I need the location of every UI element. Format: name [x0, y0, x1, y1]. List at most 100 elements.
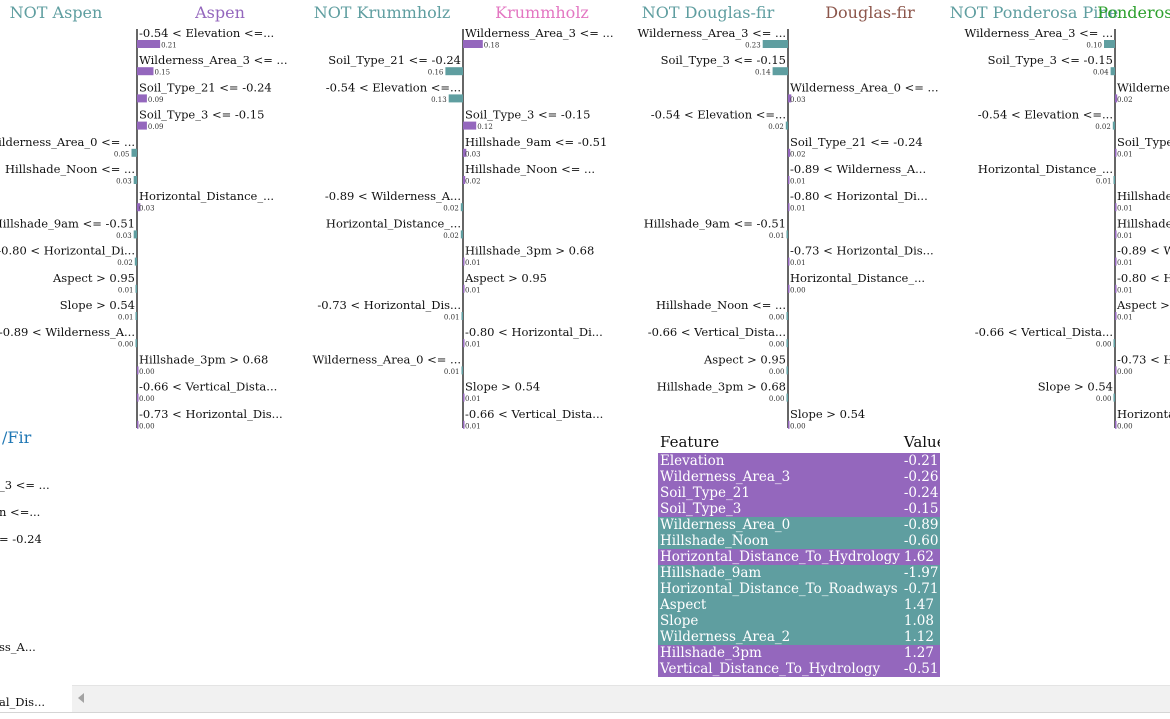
bar-value-label: 0.03 — [116, 178, 132, 186]
bar-label: Soil_Type_3 <= -0.15 — [139, 108, 264, 122]
bar — [788, 257, 790, 266]
horizontal-scrollbar[interactable] — [72, 685, 1170, 712]
bar-label: Hillshade_3pm > 0.68 — [139, 352, 268, 366]
bar-value-label: 0.14 — [755, 69, 771, 77]
bar-value-label: 0.12 — [477, 123, 493, 131]
bar-value-label: 0.03 — [465, 150, 481, 158]
bar-label: -0.80 < Horizontal_Di... — [790, 189, 928, 203]
bar-value-label: 0.01 — [769, 232, 785, 240]
bar — [1104, 40, 1115, 48]
bar-label: -0.89 < Wilderness_A... — [1117, 244, 1170, 258]
bar-value-label: 0.23 — [745, 42, 761, 50]
bar-value-label: 0.00 — [1096, 341, 1112, 349]
feature-name-cell: Horizontal_Distance_To_Hydrology — [660, 549, 900, 565]
bar-label: -0.66 < Vertical_Dista... — [139, 380, 277, 394]
bar-value-label: 0.02 — [1117, 96, 1133, 104]
bar-label: Hillshade_Noon <= ... — [1117, 216, 1170, 230]
table-row: Elevation -0.21 — [658, 453, 940, 469]
bar-label: Soil_Type_21 <= -0.24 — [328, 53, 461, 67]
bar — [137, 67, 154, 76]
feature-name-cell: Elevation — [660, 453, 725, 469]
bar-value-label: 0.03 — [139, 205, 155, 213]
bar-label: _3 <= ... — [0, 478, 50, 492]
feature-name-cell: Soil_Type_3 — [660, 501, 742, 517]
bar-label: -0.73 < Horizontal_Dis... — [139, 407, 283, 421]
bar-value-label: 0.01 — [465, 286, 481, 294]
feature-name-cell: Hillshade_9am — [660, 565, 762, 581]
bar-label: -0.73 < Horizontal_Dis... — [1117, 352, 1170, 366]
bar-value-label: 0.02 — [117, 259, 133, 267]
bar-label: = -0.24 — [0, 532, 42, 546]
bar-label: Hillshade_Noon <= ... — [465, 162, 595, 176]
bar — [788, 420, 790, 429]
bar-value-label: 0.09 — [148, 123, 164, 131]
feature-value-cell: 1.47 — [903, 597, 934, 613]
feature-value-cell: -0.15 — [903, 501, 939, 517]
plot-title-positive: /Fir — [2, 428, 32, 447]
feature-name-cell: Soil_Type_21 — [660, 485, 750, 501]
plot-title-positive: Krummholz — [495, 3, 589, 22]
bar-value-label: 0.02 — [768, 123, 784, 131]
scroll-left-arrow-icon[interactable] — [78, 693, 84, 703]
bar-label: Soil_Type_3 <= -0.15 — [661, 53, 786, 67]
bar-label: -0.73 < Horizontal_Dis... — [317, 298, 461, 312]
bar-label: Soil_Type_21 <= -0.24 — [1117, 135, 1170, 149]
feature-name-cell: Hillshade_3pm — [660, 645, 762, 661]
bar-value-label: 0.01 — [1117, 232, 1133, 240]
bar-label: -0.89 < Wilderness_A... — [790, 162, 926, 176]
bar-value-label: 0.01 — [118, 286, 134, 294]
table-row: Hillshade_Noon -0.60 — [658, 533, 940, 549]
table-header-row: Feature Value — [658, 433, 940, 453]
bar — [135, 284, 137, 293]
bar-label: Soil_Type_3 <= -0.15 — [465, 108, 590, 122]
bar-value-label: 0.02 — [443, 232, 459, 240]
bar — [137, 420, 139, 429]
bar-label: Horizontal_Distance_... — [326, 216, 461, 230]
bar-label: Hillshade_3pm > 0.68 — [465, 244, 594, 258]
bar-label: Wilderness_Area_3 <= ... — [965, 26, 1113, 40]
bar-label: Soil_Type_21 <= -0.24 — [139, 80, 272, 94]
table-row: Wilderness_Area_0 -0.89 — [658, 517, 940, 533]
bar — [1110, 67, 1115, 76]
bar — [1115, 148, 1117, 157]
bar-value-label: 0.01 — [465, 395, 481, 403]
bar-label: Wilderness_Area_0 <= ... — [790, 80, 938, 94]
bar-value-label: 0.02 — [1095, 123, 1111, 131]
bar — [762, 40, 788, 48]
bar-label: Wilderness_Area_0 <= ... — [0, 135, 135, 149]
bar-value-label: 0.13 — [431, 96, 447, 104]
feature-value-cell: -0.24 — [903, 485, 939, 501]
bar-label: Aspect > 0.95 — [52, 271, 135, 285]
bar — [786, 339, 788, 348]
bar — [134, 257, 137, 266]
bar-value-label: 0.00 — [118, 341, 134, 349]
bar-label: -0.66 < Vertical_Dista... — [465, 407, 603, 421]
bar-label: Hillshade_3pm > 0.68 — [657, 380, 786, 394]
bar — [463, 393, 465, 402]
bar-label: n <=... — [0, 505, 40, 519]
bar — [445, 67, 463, 76]
bar-label: Hillshade_9am <= -0.51 — [0, 216, 135, 230]
bar-value-label: 0.01 — [790, 178, 806, 186]
feature-value-cell: 1.27 — [903, 645, 934, 661]
bar-value-label: 0.00 — [1117, 422, 1133, 430]
bar-value-label: 0.05 — [114, 150, 130, 158]
feature-name-cell: Wilderness_Area_3 — [660, 469, 791, 485]
bar-value-label: 0.00 — [1096, 395, 1112, 403]
bar-label: -0.54 < Elevation <=... — [326, 80, 461, 94]
table-row: Hillshade_9am -1.97 — [658, 565, 940, 581]
bar-label: Slope > 0.54 — [790, 407, 865, 421]
feature-value-table-viewport[interactable]: Feature Value Elevation-0.21Wilderness_A… — [650, 433, 940, 685]
bar-label: Slope > 0.54 — [465, 380, 540, 394]
bar — [137, 203, 141, 212]
bar — [788, 203, 790, 212]
bar — [463, 121, 477, 130]
feature-value-cell: -0.51 — [903, 661, 939, 677]
feature-value-cell: -0.89 — [903, 517, 939, 533]
bar-value-label: 0.03 — [116, 232, 132, 240]
plot-title-not: NOT Ponderosa Pine — [950, 3, 1118, 22]
plot-title-positive: Aspen — [194, 3, 245, 22]
bar — [785, 121, 788, 130]
bar-value-label: 0.01 — [465, 259, 481, 267]
